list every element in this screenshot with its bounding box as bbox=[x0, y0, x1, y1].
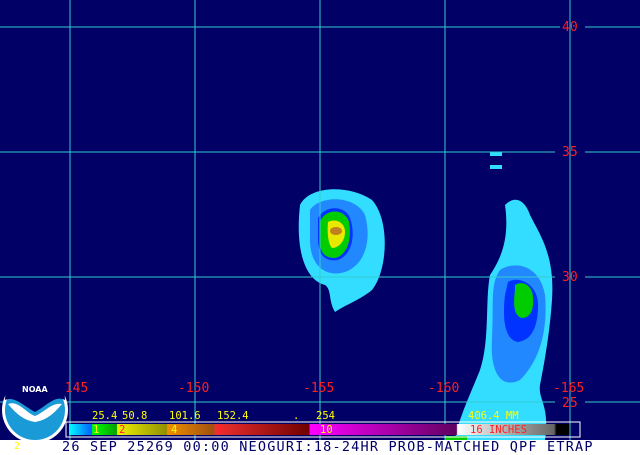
caption-bar: 2 26 SEP 25269 00:00 NEOGURI:18-24HR PRO… bbox=[0, 440, 640, 455]
map-caption: 26 SEP 25269 00:00 NEOGURI:18-24HR PROB-… bbox=[62, 439, 594, 455]
lat-label: 25 bbox=[562, 396, 578, 411]
lon-label: -150 bbox=[178, 381, 209, 396]
legend-mm-label: 152.4 bbox=[217, 410, 249, 422]
legend-inch-label: 2 bbox=[119, 424, 125, 436]
legend-inch-label: 16 INCHES bbox=[470, 424, 527, 436]
noaa-logo: NOAA bbox=[2, 370, 68, 443]
legend-mm-label: 254 bbox=[316, 410, 335, 422]
lon-label: -155 bbox=[303, 381, 334, 396]
legend-mm-label: . bbox=[293, 410, 299, 422]
lat-label: 30 bbox=[562, 270, 578, 285]
lon-label: -145 bbox=[57, 381, 88, 396]
footer-mark: 2 bbox=[14, 441, 21, 452]
lon-label: -160 bbox=[428, 381, 459, 396]
lat-label: 35 bbox=[562, 145, 578, 160]
legend-mm-label: 50.8 bbox=[122, 410, 147, 422]
lat-label: 40 bbox=[562, 20, 578, 35]
legend-inch-label: 1 bbox=[93, 424, 99, 436]
lon-label: -165 bbox=[553, 381, 584, 396]
legend-inch-label: 10 bbox=[320, 424, 333, 436]
rain-area-band bbox=[445, 152, 553, 442]
svg-text:NOAA: NOAA bbox=[22, 385, 48, 394]
legend-inch-label: 6 bbox=[219, 424, 225, 436]
legend-mm-label: 101.6 bbox=[169, 410, 201, 422]
legend-mm-label: 406.4 MM bbox=[468, 410, 519, 422]
legend-mm-label: 25.4 bbox=[92, 410, 117, 422]
rain-area-neoguri bbox=[298, 189, 385, 312]
lat-lon-grid bbox=[0, 0, 640, 440]
legend-inch-label: 4 bbox=[171, 424, 177, 436]
color-legend: 25.4 50.8 101.6 152.4 . 254 406.4 MM 1 2… bbox=[65, 410, 581, 438]
